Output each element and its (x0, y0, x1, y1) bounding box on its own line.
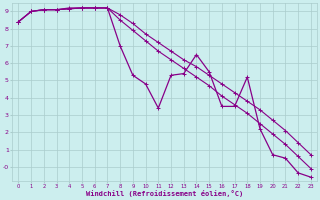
X-axis label: Windchill (Refroidissement éolien,°C): Windchill (Refroidissement éolien,°C) (86, 190, 243, 197)
